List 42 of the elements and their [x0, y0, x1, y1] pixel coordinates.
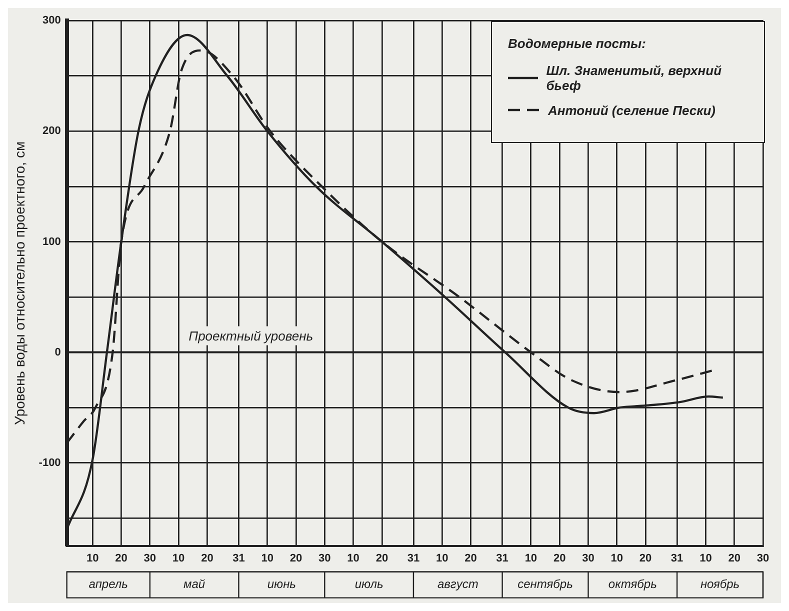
- x-tick-label: 20: [639, 552, 652, 564]
- x-tick-label: 30: [318, 552, 331, 564]
- text: апрель: [88, 577, 128, 592]
- x-tick-label: 20: [376, 552, 388, 564]
- x-tick-label: 10: [524, 552, 538, 564]
- x-tick-label: 30: [582, 552, 594, 564]
- x-tick-label: 10: [700, 552, 712, 564]
- x-tick-label: 20: [464, 552, 477, 564]
- x-tick-label: 30: [756, 552, 770, 564]
- x-tick-label: 10: [86, 552, 99, 564]
- x-tick-label: 20: [728, 552, 740, 564]
- x-tick-label: 20: [201, 552, 214, 564]
- legend-label: Шл. Знаменитый, верхний бьеф: [546, 62, 723, 93]
- y-axis-title: Уровень воды относительно проектного, см: [11, 141, 28, 425]
- x-tick-label: 10: [610, 552, 624, 564]
- text: октябрь: [608, 577, 657, 592]
- text: август: [437, 577, 478, 592]
- y-tick-label: 200: [42, 125, 61, 138]
- y-tick-label: 0: [54, 346, 61, 358]
- ref-line-label: Проектный уровень: [188, 328, 314, 344]
- legend-title: Водомерные посты:: [508, 36, 647, 51]
- legend-label: Антоний (селение Пески): [548, 102, 716, 118]
- text: сентябрь: [518, 577, 573, 592]
- y-tick-label: 100: [42, 236, 61, 248]
- x-tick-label: 20: [115, 552, 128, 564]
- x-tick-label: 31: [232, 552, 245, 564]
- x-tick-label: 10: [436, 552, 448, 564]
- x-tick-label: 31: [670, 552, 684, 564]
- text: ноябрь: [700, 577, 740, 592]
- x-tick-label: 31: [496, 552, 508, 564]
- text: июль: [354, 577, 384, 592]
- text: май: [184, 577, 206, 592]
- x-tick-label: 10: [347, 552, 360, 564]
- text: июнь: [267, 577, 296, 592]
- x-tick-label: 30: [144, 552, 156, 564]
- x-tick-label: 20: [290, 552, 302, 564]
- y-tick-label: -100: [38, 456, 61, 469]
- x-tick-label: 20: [553, 552, 566, 564]
- x-tick-label: 31: [407, 552, 420, 564]
- x-tick-label: 10: [261, 552, 274, 564]
- y-tick-label: 300: [42, 14, 61, 27]
- x-tick-label: 10: [172, 552, 185, 564]
